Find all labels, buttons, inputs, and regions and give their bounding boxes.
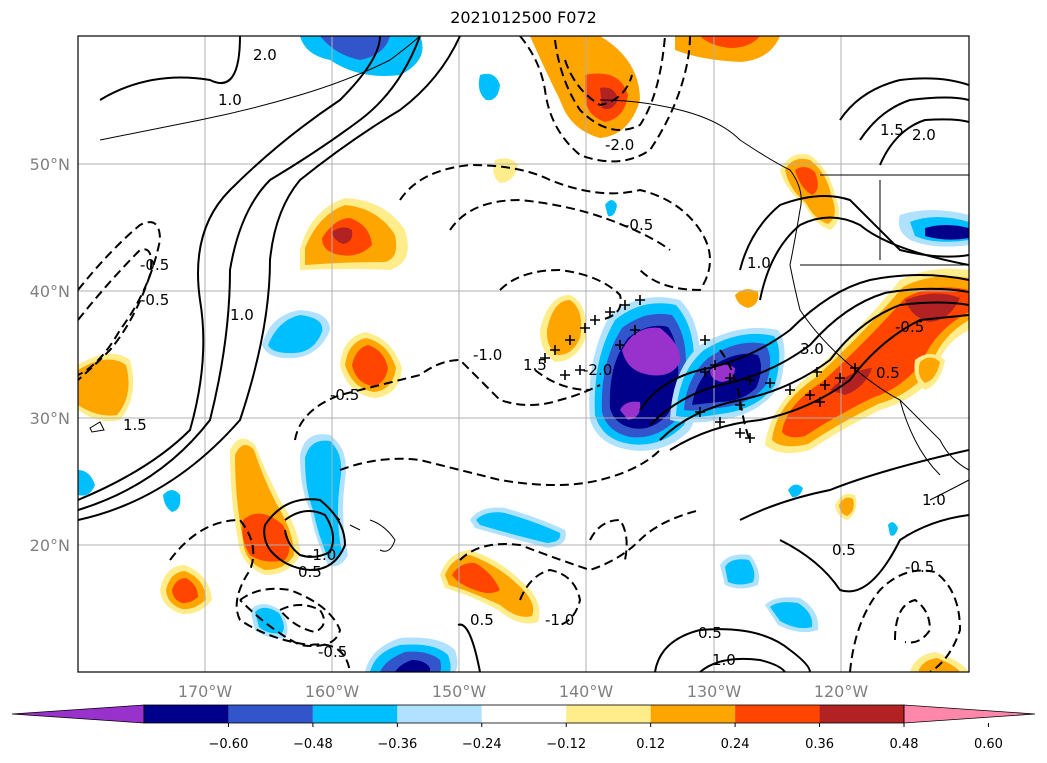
colorbar-segment [228, 705, 313, 723]
significance-markers [540, 295, 860, 443]
contour-label: 0.5 [470, 611, 494, 629]
contour-label: 1.0 [218, 91, 242, 109]
colorbar-tick-label: −0.12 [546, 737, 586, 752]
colorbar-border [143, 704, 905, 724]
colorbar-tick-label: 0.60 [974, 737, 1003, 752]
lon-label-160w: 160°W [305, 682, 360, 701]
contour-label: -0.5 [140, 291, 169, 309]
longitude-labels: 170°W 160°W 150°W 140°W 130°W 120°W [178, 682, 869, 701]
colorbar-tick-label: 0.12 [636, 737, 665, 752]
colorbar-segment [144, 705, 229, 723]
map-panel: 2.0 1.0 -0.5 -0.5 1.0 -2.0 -0.5 1.5 -0.5… [78, 36, 969, 672]
lat-label-20n: 20°N [30, 536, 70, 555]
colorbar-tick-label: −0.60 [209, 737, 249, 752]
contour-label: 1.5 [523, 356, 547, 374]
lon-label-140w: 140°W [559, 682, 614, 701]
colorbar-tick-label: 0.24 [721, 737, 750, 752]
colorbar-segment [650, 705, 736, 723]
colorbar-segment [312, 705, 398, 723]
lon-label-130w: 130°W [687, 682, 742, 701]
contour-label: -0.5 [905, 558, 934, 576]
colorbar-segment [566, 705, 651, 723]
map-border [77, 35, 970, 673]
colorbar-tick-label: −0.48 [293, 737, 333, 752]
contour-label: 1.0 [922, 491, 946, 509]
latitude-labels: 50°N 40°N 30°N 20°N [30, 155, 70, 555]
contour-label: 1.0 [230, 306, 254, 324]
contour-label: -0.5 [895, 318, 924, 336]
contour-label: 0.5 [698, 624, 722, 642]
contour-label: -2.0 [583, 361, 612, 379]
contour-label: 0.5 [298, 563, 322, 581]
gridlines [78, 36, 969, 672]
contour-labels: 2.0 1.0 -0.5 -0.5 1.0 -2.0 -0.5 1.5 -0.5… [123, 46, 946, 669]
coastlines [89, 36, 969, 552]
colorbar-tick-label: 0.48 [890, 737, 919, 752]
colorbar-tick-label: −0.24 [462, 737, 502, 752]
negative-contours [78, 36, 962, 672]
contour-label: -0.5 [624, 216, 653, 234]
lat-label-30n: 30°N [30, 409, 70, 428]
colorbar-tick-label: −0.36 [377, 737, 417, 752]
lon-label-170w: 170°W [178, 682, 233, 701]
colorbar-segment [819, 705, 904, 723]
map-title: 2021012500 F072 [450, 8, 597, 27]
positive-contours [78, 36, 969, 672]
contour-label: 2.0 [912, 126, 936, 144]
lat-label-40n: 40°N [30, 282, 70, 301]
contour-label: -1.0 [473, 346, 502, 364]
contour-label: 1.5 [880, 121, 904, 139]
contour-label: -1.0 [545, 611, 574, 629]
contour-label: 2.0 [253, 46, 277, 64]
lon-label-150w: 150°W [432, 682, 487, 701]
contour-label: -1.0 [307, 546, 336, 564]
colorbar-tick-label: 0.36 [805, 737, 834, 752]
contour-label: 0.5 [876, 364, 900, 382]
contour-label: 1.5 [123, 416, 147, 434]
contour-label: 1.0 [712, 651, 736, 669]
contour-label: -2.0 [605, 136, 634, 154]
contour-label: 1.0 [747, 254, 771, 272]
colorbar-segment [397, 705, 482, 723]
contour-label: -0.5 [318, 643, 347, 661]
lat-label-50n: 50°N [30, 155, 70, 174]
shaded-fields [78, 36, 969, 672]
colorbar-extend-high [903, 704, 1036, 724]
colorbar-extend-low [11, 704, 145, 724]
contour-label: -0.5 [330, 386, 359, 404]
contour-label: -0.5 [140, 256, 169, 274]
colorbar: −0.60 −0.48 −0.36 −0.24 −0.12 0.12 0.24 0.36 0.4… [11, 704, 1036, 752]
lon-label-120w: 120°W [814, 682, 869, 701]
colorbar-segment [481, 705, 567, 723]
contour-label: 3.0 [800, 340, 824, 358]
colorbar-segment [735, 705, 820, 723]
contour-label: 0.5 [832, 541, 856, 559]
